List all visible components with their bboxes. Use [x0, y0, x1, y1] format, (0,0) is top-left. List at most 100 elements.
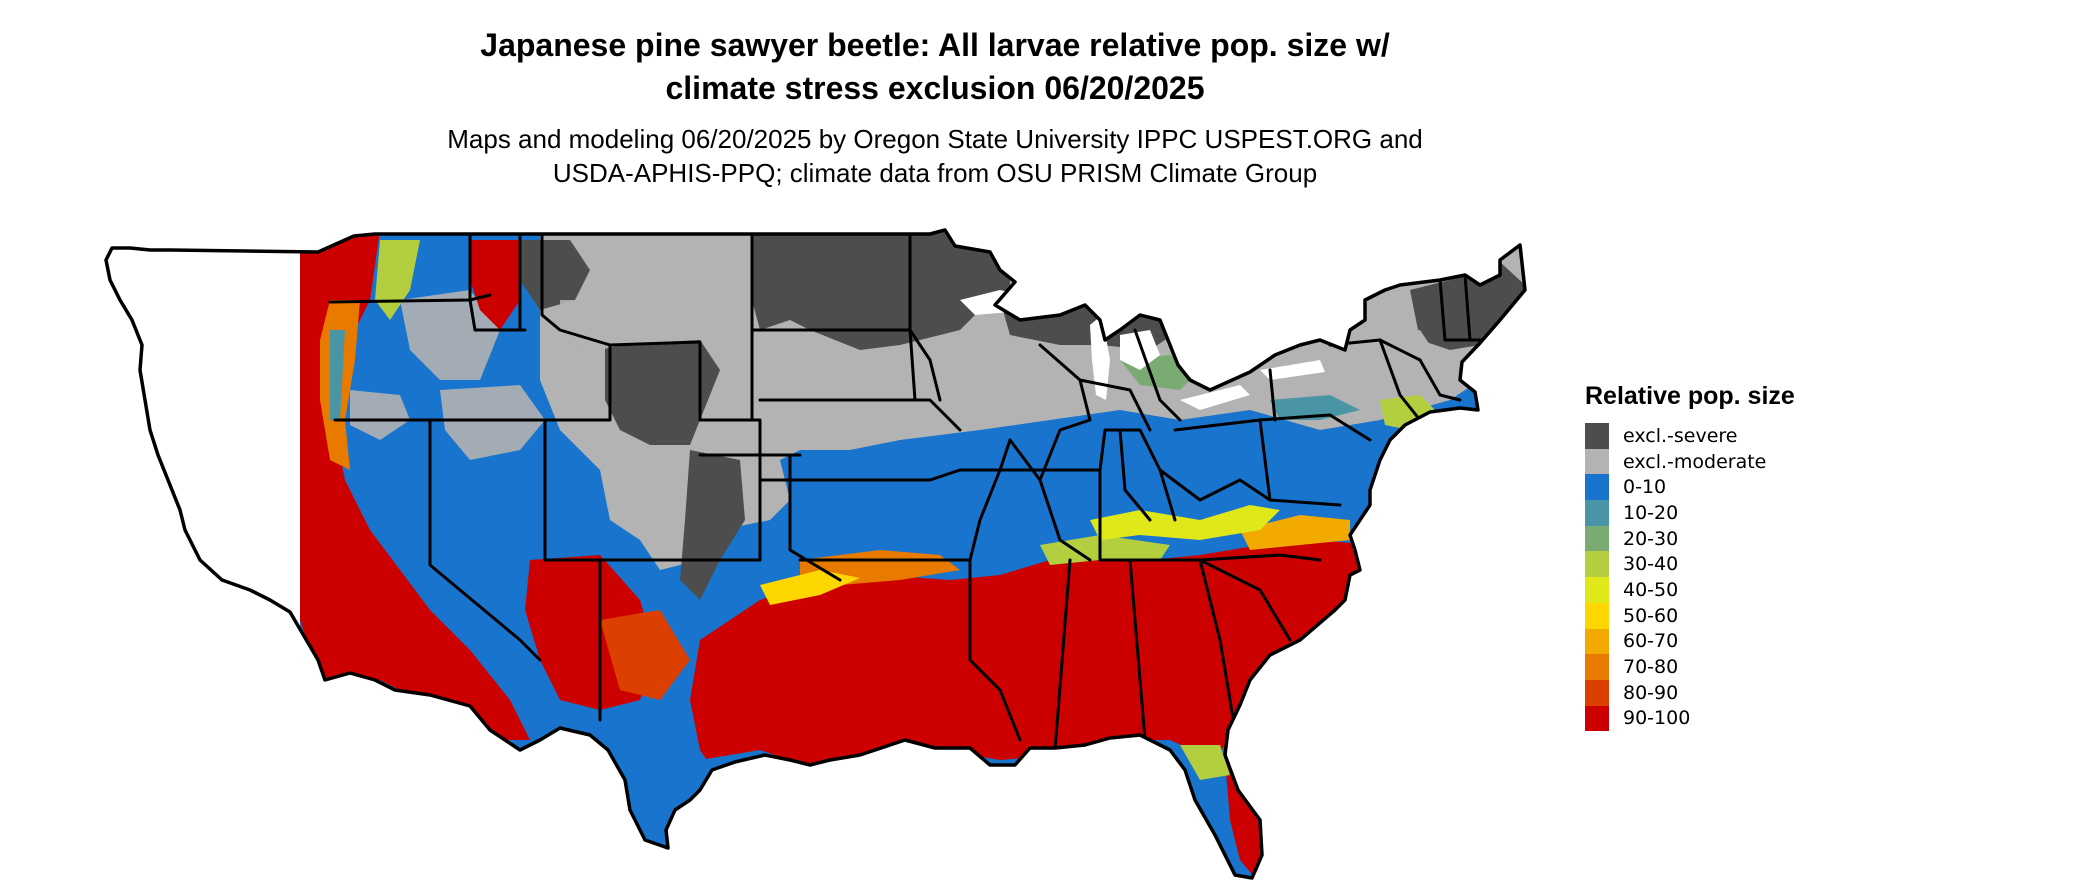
map-region [1270, 395, 1360, 420]
legend-item: 70-80 [1585, 654, 1795, 680]
map-region [1180, 745, 1230, 780]
state-border [1378, 338, 1422, 422]
legend-swatch [1585, 705, 1609, 732]
map-title: Japanese pine sawyer beetle: All larvae … [0, 24, 1870, 110]
state-border [1098, 428, 1177, 522]
legend-swatch [1585, 474, 1609, 501]
subtitle-line-2: USDA-APHIS-PPQ; climate data from OSU PR… [552, 158, 1318, 188]
legend-item: 50-60 [1585, 602, 1795, 629]
map-region [1090, 505, 1280, 540]
map-fill-clipped [300, 230, 1525, 878]
state-border [1053, 558, 1072, 752]
legend-item: 40-50 [1585, 577, 1795, 603]
legend-item: excl.-severe [1585, 423, 1795, 449]
map-fill-layer [300, 230, 1525, 878]
subtitle-line-1: Maps and modeling 06/20/2025 by Oregon S… [447, 124, 1423, 154]
map-region [440, 385, 545, 460]
legend-label: 40-50 [1623, 578, 1679, 601]
state-borders [104, 228, 1527, 880]
map-region [470, 240, 520, 330]
map-region [1240, 515, 1350, 550]
map-region [760, 570, 860, 605]
state-border [543, 343, 612, 422]
map-region [520, 240, 590, 310]
state-border [758, 398, 962, 432]
state-border [468, 232, 527, 332]
state-border [540, 232, 612, 347]
legend-item: 0-10 [1585, 474, 1795, 501]
state-border [1463, 273, 1472, 342]
legend-item: 80-90 [1585, 679, 1795, 706]
map-region [1260, 360, 1325, 380]
state-border [1438, 278, 1447, 342]
state-border [543, 418, 602, 722]
state-border [1268, 368, 1277, 422]
state-border [1158, 468, 1342, 507]
legend-swatch [1585, 500, 1609, 526]
map-region [300, 230, 530, 740]
map-region [752, 230, 1010, 350]
legend-item: 10-20 [1585, 500, 1795, 526]
legend-label: 60-70 [1623, 630, 1679, 653]
state-border [1118, 428, 1152, 522]
legend-title: Relative pop. size [1585, 382, 1795, 410]
map-region [1180, 385, 1250, 410]
map-region [400, 290, 500, 380]
map-region [690, 540, 1375, 800]
legend-label: 0-10 [1623, 476, 1667, 499]
legend-item: 20-30 [1585, 525, 1795, 552]
state-border [1198, 558, 1292, 642]
state-border [1008, 438, 1092, 562]
state-border [968, 468, 1002, 562]
legend-label: 70-80 [1623, 656, 1679, 679]
legend-swatch [1585, 423, 1609, 449]
legend-label: excl.-severe [1623, 424, 1738, 447]
state-border [1128, 558, 1147, 742]
state-border [1038, 343, 1092, 482]
state-border [908, 232, 942, 402]
country-outline [104, 228, 1527, 880]
legend-swatch [1585, 679, 1609, 706]
state-border [1198, 558, 1237, 732]
legend-item: 30-40 [1585, 551, 1795, 578]
legend-label: 50-60 [1623, 604, 1679, 627]
map-region [1040, 535, 1170, 565]
legend-label: 80-90 [1623, 681, 1679, 704]
map-region [680, 450, 745, 600]
state-border [608, 340, 762, 457]
legend-swatch [1585, 551, 1609, 578]
state-border [1133, 328, 1182, 422]
legend-swatch [1585, 577, 1609, 603]
state-border [698, 453, 842, 582]
state-border [798, 558, 1022, 742]
state-border [1258, 413, 1372, 442]
legend-label: 90-100 [1623, 707, 1691, 730]
legend-label: 30-40 [1623, 553, 1679, 576]
map-region [350, 390, 410, 440]
legend-label: 20-30 [1623, 527, 1679, 550]
legend-swatch [1585, 448, 1609, 475]
title-line-1: Japanese pine sawyer beetle: All larvae … [480, 27, 1390, 63]
legend-item: 90-100 [1585, 705, 1795, 732]
state-border [1098, 553, 1322, 562]
map-region [680, 745, 1260, 878]
legend-label: excl.-moderate [1623, 450, 1767, 473]
state-border [758, 438, 1012, 482]
legend-swatch [1585, 654, 1609, 680]
legend-item: excl.-moderate [1585, 448, 1795, 475]
legend-items: excl.-severe excl.-moderate 0-10 10-20 20-30… [1585, 423, 1795, 732]
state-border [428, 418, 542, 662]
legend-label: 10-20 [1623, 501, 1679, 524]
state-border [1078, 378, 1152, 432]
map-region [600, 610, 690, 700]
legend-item: 60-70 [1585, 628, 1795, 655]
map-region [1120, 330, 1160, 370]
map-subtitle: Maps and modeling 06/20/2025 by Oregon S… [0, 122, 1870, 190]
title-line-2: climate stress exclusion 06/20/2025 [665, 70, 1205, 106]
state-border [1418, 358, 1462, 402]
map-region [330, 330, 345, 420]
legend-swatch [1585, 602, 1609, 629]
legend-swatch [1585, 628, 1609, 655]
map-region [605, 340, 720, 445]
